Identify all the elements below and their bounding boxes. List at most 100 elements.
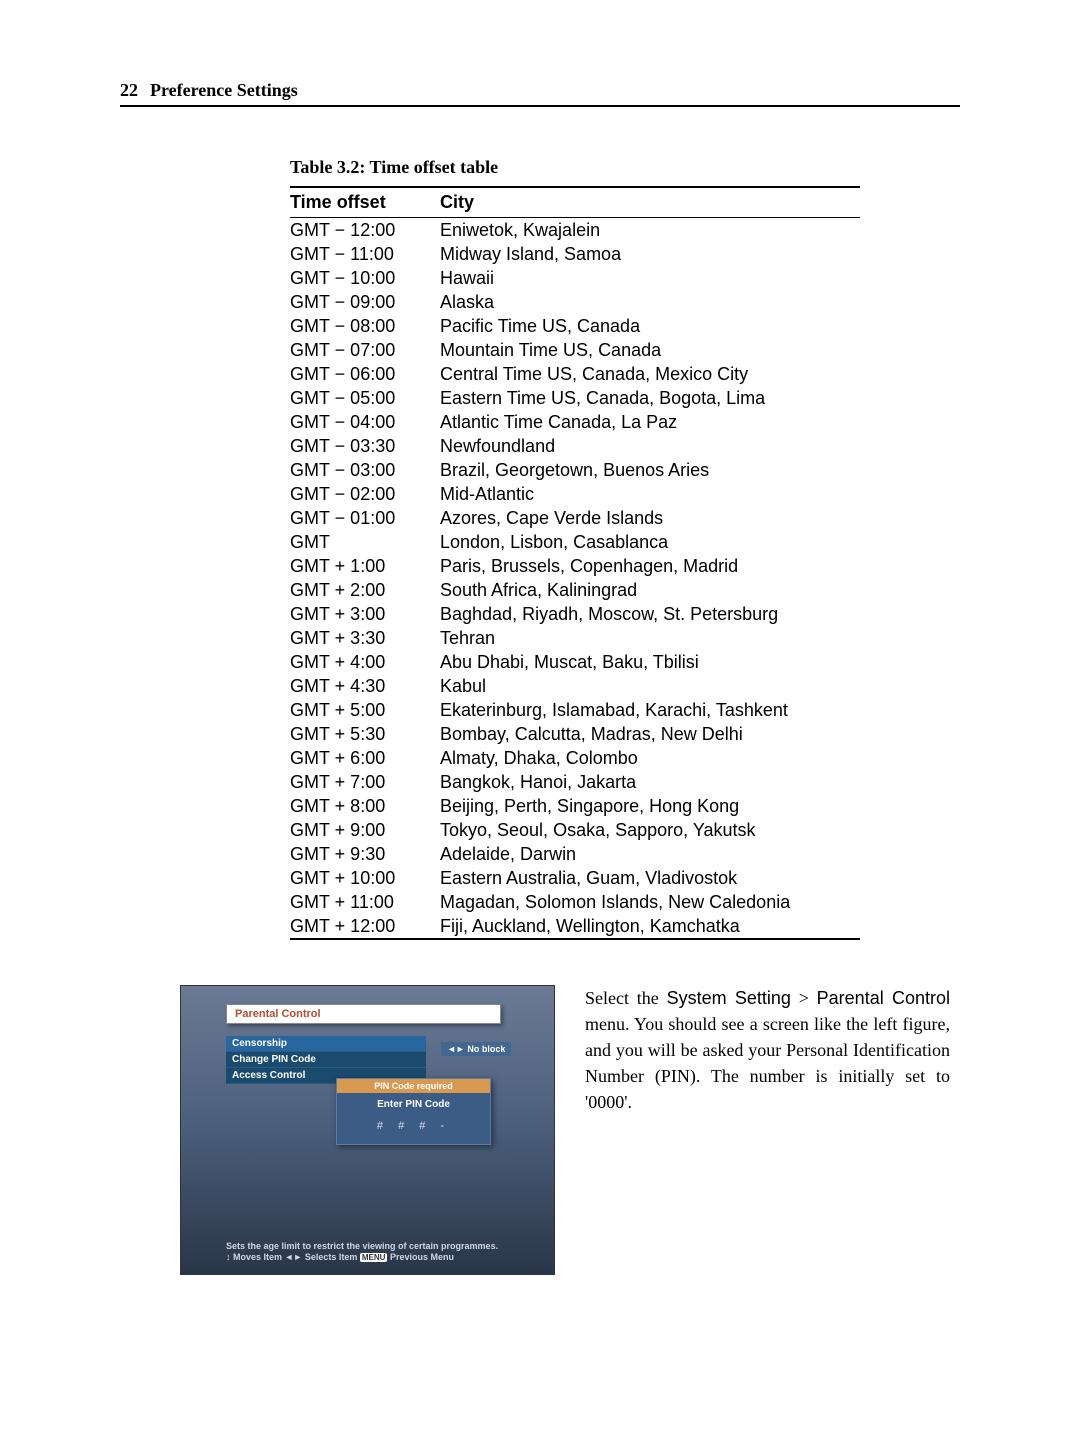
city-cell: Abu Dhabi, Muscat, Baku, Tbilisi <box>440 650 860 674</box>
city-cell: Central Time US, Canada, Mexico City <box>440 362 860 386</box>
instruction-paragraph: Select the System Setting > Parental Con… <box>585 985 960 1275</box>
city-cell: Azores, Cape Verde Islands <box>440 506 860 530</box>
column-header-city: City <box>440 187 860 218</box>
offset-cell: GMT − 05:00 <box>290 386 440 410</box>
city-cell: Newfoundland <box>440 434 860 458</box>
table-row: GMT + 5:00Ekaterinburg, Islamabad, Karac… <box>290 698 860 722</box>
table-row: GMT + 6:00Almaty, Dhaka, Colombo <box>290 746 860 770</box>
table-row: GMT + 11:00Magadan, Solomon Islands, New… <box>290 890 860 914</box>
city-cell: Fiji, Auckland, Wellington, Kamchatka <box>440 914 860 939</box>
offset-cell: GMT + 5:30 <box>290 722 440 746</box>
left-right-icon: ◄► <box>447 1044 465 1054</box>
table-row: GMT − 11:00Midway Island, Samoa <box>290 242 860 266</box>
menu-key-icon: MENU <box>360 1253 388 1262</box>
offset-cell: GMT − 12:00 <box>290 218 440 243</box>
city-cell: Tokyo, Seoul, Osaka, Sapporo, Yakutsk <box>440 818 860 842</box>
city-cell: Alaska <box>440 290 860 314</box>
table-row: GMT + 5:30Bombay, Calcutta, Madras, New … <box>290 722 860 746</box>
offset-cell: GMT + 11:00 <box>290 890 440 914</box>
city-cell: Eniwetok, Kwajalein <box>440 218 860 243</box>
table-row: GMT − 03:30Newfoundland <box>290 434 860 458</box>
ui-footer-help: Sets the age limit to restrict the viewi… <box>226 1241 534 1264</box>
offset-cell: GMT − 09:00 <box>290 290 440 314</box>
city-cell: Bombay, Calcutta, Madras, New Delhi <box>440 722 860 746</box>
table-row: GMT + 1:00Paris, Brussels, Copenhagen, M… <box>290 554 860 578</box>
city-cell: Adelaide, Darwin <box>440 842 860 866</box>
city-cell: Magadan, Solomon Islands, New Caledonia <box>440 890 860 914</box>
offset-cell: GMT − 11:00 <box>290 242 440 266</box>
offset-cell: GMT + 5:00 <box>290 698 440 722</box>
table-row: GMT − 07:00Mountain Time US, Canada <box>290 338 860 362</box>
dialog-label: Enter PIN Code <box>341 1099 486 1110</box>
ui-menu-item: Censorship <box>226 1036 426 1052</box>
city-cell: Brazil, Georgetown, Buenos Aries <box>440 458 860 482</box>
city-cell: Pacific Time US, Canada <box>440 314 860 338</box>
dialog-title: PIN Code required <box>337 1079 490 1093</box>
city-cell: Almaty, Dhaka, Colombo <box>440 746 860 770</box>
ui-menu-item: Change PIN Code <box>226 1052 426 1068</box>
offset-cell: GMT − 10:00 <box>290 266 440 290</box>
column-header-offset: Time offset <box>290 187 440 218</box>
city-cell: Atlantic Time Canada, La Paz <box>440 410 860 434</box>
table-row: GMT − 03:00Brazil, Georgetown, Buenos Ar… <box>290 458 860 482</box>
table-row: GMT − 02:00Mid-Atlantic <box>290 482 860 506</box>
city-cell: London, Lisbon, Casablanca <box>440 530 860 554</box>
table-row: GMT + 3:30Tehran <box>290 626 860 650</box>
bottom-section: Parental Control ◄► No block CensorshipC… <box>180 985 960 1275</box>
section-title: Preference Settings <box>150 80 298 101</box>
offset-cell: GMT + 7:00 <box>290 770 440 794</box>
ui-status-badge: ◄► No block <box>441 1042 511 1056</box>
footer-line-1: Sets the age limit to restrict the viewi… <box>226 1241 534 1253</box>
table-row: GMT + 3:00Baghdad, Riyadh, Moscow, St. P… <box>290 602 860 626</box>
page-number: 22 <box>120 80 138 101</box>
offset-cell: GMT + 10:00 <box>290 866 440 890</box>
table-row: GMT − 10:00Hawaii <box>290 266 860 290</box>
offset-cell: GMT − 02:00 <box>290 482 440 506</box>
offset-cell: GMT + 4:00 <box>290 650 440 674</box>
table-row: GMT + 4:30Kabul <box>290 674 860 698</box>
table-row: GMT + 12:00Fiji, Auckland, Wellington, K… <box>290 914 860 939</box>
city-cell: Bangkok, Hanoi, Jakarta <box>440 770 860 794</box>
offset-cell: GMT + 9:30 <box>290 842 440 866</box>
ui-window-title: Parental Control <box>226 1004 501 1024</box>
city-cell: Midway Island, Samoa <box>440 242 860 266</box>
offset-cell: GMT + 3:00 <box>290 602 440 626</box>
city-cell: Mid-Atlantic <box>440 482 860 506</box>
menu-path-parental-control: Parental Control <box>817 988 950 1008</box>
offset-cell: GMT + 3:30 <box>290 626 440 650</box>
city-cell: South Africa, Kaliningrad <box>440 578 860 602</box>
table-row: GMT − 05:00Eastern Time US, Canada, Bogo… <box>290 386 860 410</box>
table-row: GMT + 9:30Adelaide, Darwin <box>290 842 860 866</box>
table-row: GMT − 01:00Azores, Cape Verde Islands <box>290 506 860 530</box>
offset-cell: GMT + 12:00 <box>290 914 440 939</box>
menu-path-system-setting: System Setting <box>667 988 791 1008</box>
offset-cell: GMT − 03:30 <box>290 434 440 458</box>
table-row: GMT − 08:00Pacific Time US, Canada <box>290 314 860 338</box>
city-cell: Eastern Time US, Canada, Bogota, Lima <box>440 386 860 410</box>
time-offset-table: Time offset City GMT − 12:00Eniwetok, Kw… <box>290 186 860 940</box>
table-row: GMT − 06:00Central Time US, Canada, Mexi… <box>290 362 860 386</box>
table-row: GMTLondon, Lisbon, Casablanca <box>290 530 860 554</box>
table-row: GMT + 9:00Tokyo, Seoul, Osaka, Sapporo, … <box>290 818 860 842</box>
offset-cell: GMT + 1:00 <box>290 554 440 578</box>
table-row: GMT + 2:00South Africa, Kaliningrad <box>290 578 860 602</box>
city-cell: Baghdad, Riyadh, Moscow, St. Petersburg <box>440 602 860 626</box>
city-cell: Tehran <box>440 626 860 650</box>
pin-display: # # # - <box>341 1120 486 1132</box>
city-cell: Hawaii <box>440 266 860 290</box>
parental-control-screenshot: Parental Control ◄► No block CensorshipC… <box>180 985 555 1275</box>
offset-cell: GMT + 4:30 <box>290 674 440 698</box>
city-cell: Eastern Australia, Guam, Vladivostok <box>440 866 860 890</box>
table-row: GMT + 10:00Eastern Australia, Guam, Vlad… <box>290 866 860 890</box>
table-row: GMT + 7:00Bangkok, Hanoi, Jakarta <box>290 770 860 794</box>
offset-cell: GMT + 9:00 <box>290 818 440 842</box>
table-row: GMT + 4:00Abu Dhabi, Muscat, Baku, Tbili… <box>290 650 860 674</box>
city-cell: Mountain Time US, Canada <box>440 338 860 362</box>
ui-pin-dialog: PIN Code required Enter PIN Code # # # - <box>336 1078 491 1145</box>
ui-menu-list: CensorshipChange PIN CodeAccess Control <box>226 1036 426 1084</box>
offset-cell: GMT − 08:00 <box>290 314 440 338</box>
offset-cell: GMT <box>290 530 440 554</box>
offset-cell: GMT + 6:00 <box>290 746 440 770</box>
offset-cell: GMT − 07:00 <box>290 338 440 362</box>
page-header: 22 Preference Settings <box>120 80 960 107</box>
